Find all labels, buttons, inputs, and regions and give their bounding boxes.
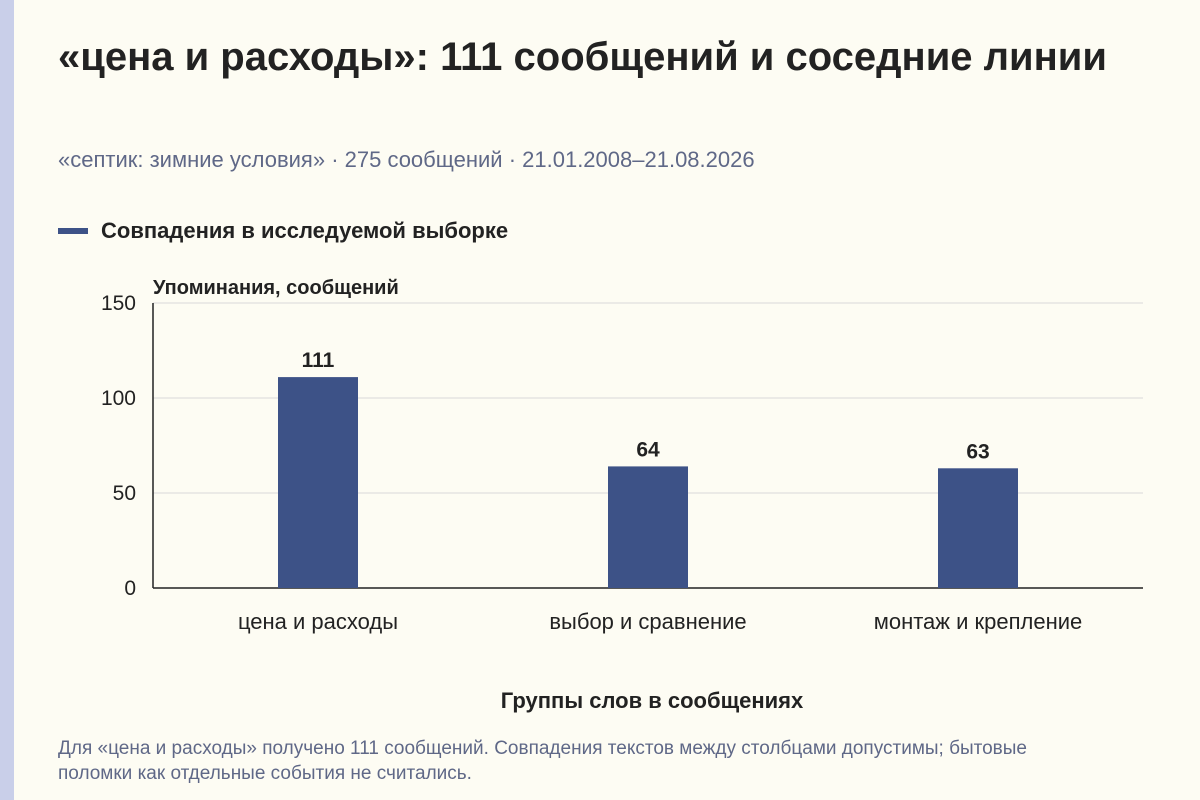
page-title: «цена и расходы»: 111 сообщений и соседн… [58,35,1107,79]
page-subtitle: «септик: зимние условия» · 275 сообщений… [58,147,755,172]
bar-value-label: 64 [636,438,660,461]
x-axis-title: Группы слов в сообщениях [501,688,804,713]
side-accent-stripe [0,0,14,800]
y-tick-label: 50 [113,482,136,505]
legend-label: Совпадения в исследуемой выборке [101,218,509,243]
bar [938,468,1018,588]
chart-legend: Совпадения в исследуемой выборке [58,218,508,244]
y-tick-label: 100 [101,387,136,410]
bar-value-label: 111 [302,349,335,372]
x-tick-label: цена и расходы [238,609,398,634]
y-axis-title: Упоминания, сообщений [153,277,399,299]
bar [608,466,688,588]
y-tick-label: 0 [124,577,136,600]
x-tick-label: выбор и сравнение [549,609,746,634]
bar [278,377,358,588]
footnote: Для «цена и расходы» получено 111 сообще… [58,738,1027,784]
x-tick-label: монтаж и крепление [874,609,1083,634]
bar-value-label: 63 [966,440,989,463]
bar-chart: 0 50 100 150 Упоминания, сообщений 111 цена и … [101,277,1143,713]
y-tick-label: 150 [101,292,136,315]
legend-swatch [58,228,88,234]
